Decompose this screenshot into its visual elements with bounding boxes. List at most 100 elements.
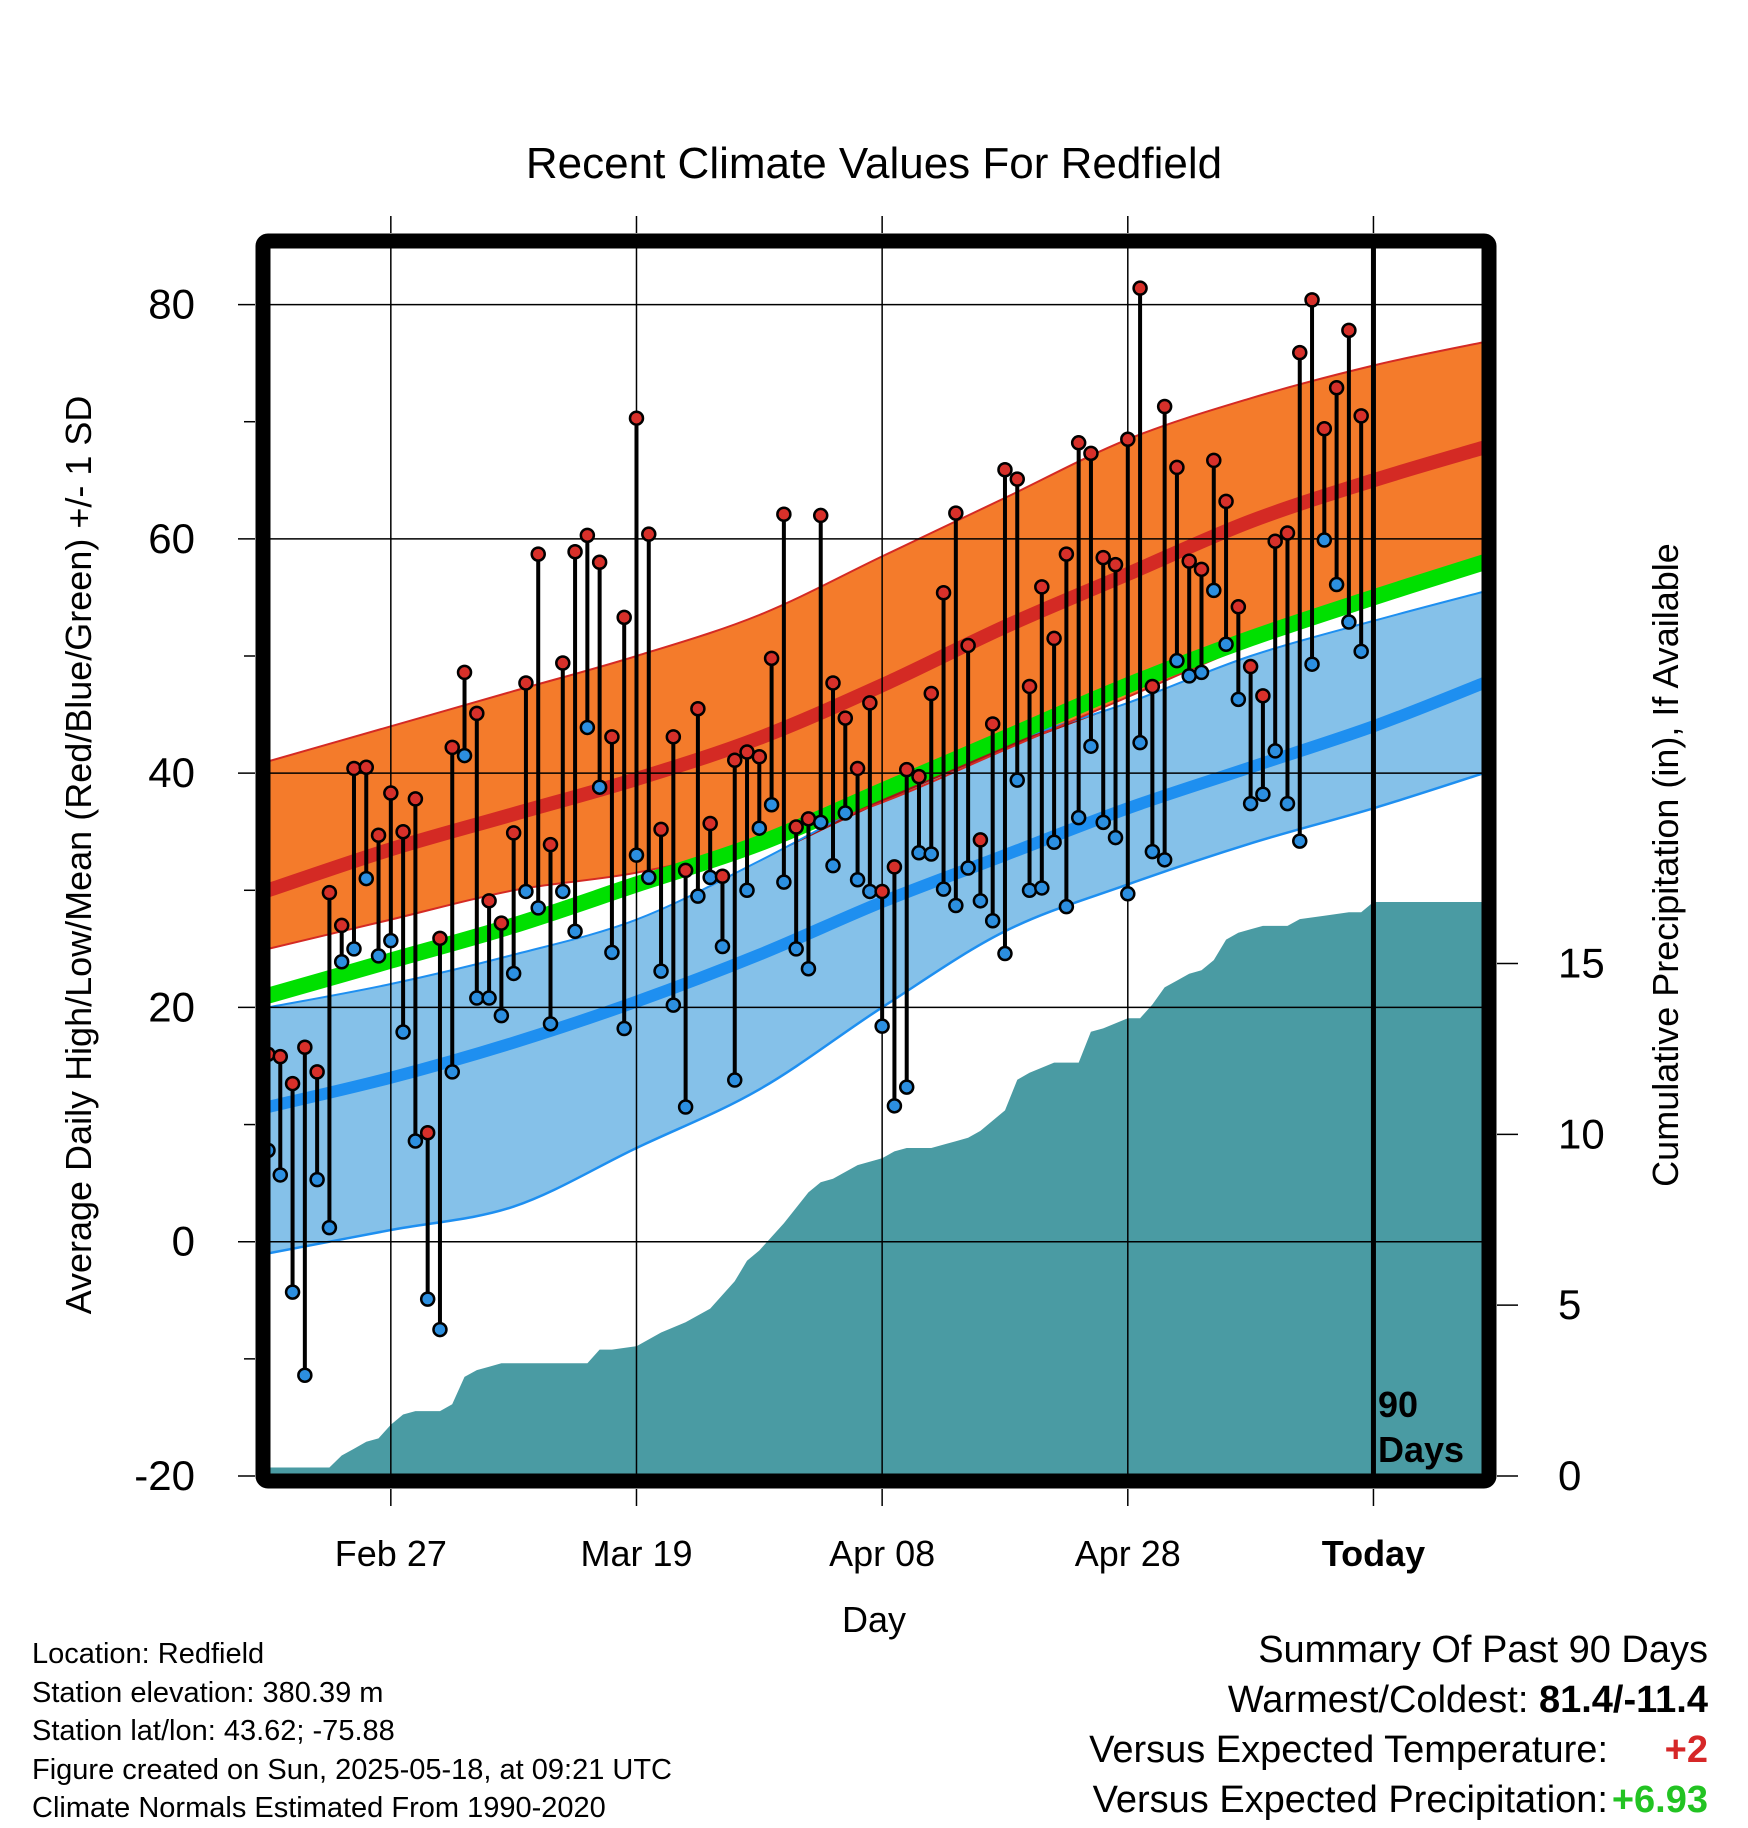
observed-high-point xyxy=(407,791,424,807)
y-left-tick-label: 40 xyxy=(148,749,195,796)
observed-low-point xyxy=(1206,582,1222,599)
observed-high-point xyxy=(837,710,854,726)
observed-high-point xyxy=(898,761,915,778)
observed-low-point xyxy=(1144,843,1161,860)
observed-high-point xyxy=(1046,630,1062,647)
x-axis-label: Day xyxy=(842,1599,906,1640)
observed-low-point xyxy=(591,779,608,795)
observed-low-point xyxy=(739,882,755,899)
y-left-tick-label: 80 xyxy=(148,281,195,328)
observed-high-point xyxy=(481,893,497,909)
observed-low-point xyxy=(800,961,817,977)
axes: -20 0 20 40 60 80 0 5 10 15 Feb 27 Mar 19 Apr 08 Apr … xyxy=(134,216,1605,1574)
observed-low-point xyxy=(395,1024,411,1040)
observed-high-point xyxy=(1021,678,1038,695)
observed-high-point xyxy=(1230,599,1247,615)
precip-vs-expected-value: +6.93 xyxy=(1611,1779,1708,1821)
latlon-text: Station lat/lon: 43.62; -75.88 xyxy=(32,1715,395,1747)
precip-vs-expected-label: Versus Expected Precipitation: xyxy=(1092,1779,1608,1821)
observed-low-point xyxy=(874,1018,890,1034)
x-tick-label: Apr 28 xyxy=(1075,1533,1181,1574)
observed-low-point xyxy=(309,1171,325,1188)
summary-heading: Summary Of Past 90 Days xyxy=(1258,1629,1708,1671)
observed-high-point xyxy=(714,868,731,884)
x-tick-label: Apr 08 xyxy=(829,1533,935,1574)
observed-high-point xyxy=(616,609,632,626)
observed-low-point xyxy=(1267,743,1283,759)
observed-high-point xyxy=(1009,471,1026,487)
observed-low-point xyxy=(1279,795,1296,812)
observed-high-point xyxy=(297,1039,313,1056)
observed-low-point xyxy=(1181,668,1197,684)
observed-high-point xyxy=(677,862,694,879)
y-left-tick-label: 0 xyxy=(172,1218,195,1265)
observed-low-point xyxy=(530,900,546,916)
observed-low-point xyxy=(641,869,657,886)
observed-high-point xyxy=(1353,408,1369,424)
y-right-tick-label: 5 xyxy=(1558,1281,1581,1328)
observed-high-point xyxy=(886,859,903,875)
station-info: Location: Redfield Station elevation: 38… xyxy=(32,1635,672,1828)
observed-low-point xyxy=(1353,643,1369,660)
observed-high-point xyxy=(1070,435,1087,451)
observed-high-point xyxy=(923,685,940,702)
observed-low-point xyxy=(1120,886,1136,902)
temp-vs-expected-value: +2 xyxy=(1664,1729,1708,1771)
x-tick-label: Today xyxy=(1322,1533,1425,1574)
observed-low-point xyxy=(751,820,768,836)
observed-low-point xyxy=(1021,882,1038,899)
y-left-tick-label: 60 xyxy=(148,515,195,562)
observed-low-point xyxy=(604,944,620,961)
observed-high-point xyxy=(1193,561,1210,578)
observed-high-point xyxy=(776,506,792,523)
observed-low-point xyxy=(1292,833,1308,849)
observed-high-point xyxy=(333,917,350,934)
observed-high-point xyxy=(419,1125,436,1141)
observed-low-point xyxy=(1009,772,1026,788)
y-right-tick-label: 0 xyxy=(1558,1452,1581,1499)
observed-low-point xyxy=(726,1072,743,1088)
observed-low-point xyxy=(1328,576,1345,593)
observed-high-point xyxy=(567,543,583,560)
observed-high-point xyxy=(346,760,362,777)
observed-low-point xyxy=(702,869,718,886)
observed-high-point xyxy=(1292,344,1308,361)
observed-low-point xyxy=(690,888,706,904)
observed-low-point xyxy=(1316,532,1333,548)
temp-vs-expected-label: Versus Expected Temperature: xyxy=(1089,1729,1608,1771)
observed-low-point xyxy=(1083,738,1099,754)
y-axis-label-left: Average Daily High/Low/Mean (Red/Blue/Gr… xyxy=(58,396,99,1315)
observed-high-point xyxy=(321,884,338,901)
observed-high-point xyxy=(1107,556,1124,573)
observed-low-point xyxy=(297,1367,313,1384)
observed-high-point xyxy=(1267,533,1283,549)
observed-low-point xyxy=(419,1291,436,1307)
y-left-tick-label: 20 xyxy=(148,983,195,1030)
observed-low-point xyxy=(984,912,1001,929)
observed-high-point xyxy=(948,505,964,521)
observed-low-point xyxy=(837,805,854,821)
observed-low-point xyxy=(456,747,473,764)
observed-low-point xyxy=(714,938,731,955)
observed-high-point xyxy=(726,752,743,769)
observed-high-point xyxy=(383,785,399,801)
observed-high-point xyxy=(1341,322,1357,339)
observed-low-point xyxy=(1230,691,1247,708)
cumulative-precip-area xyxy=(268,902,1484,1476)
observed-high-point xyxy=(444,739,460,756)
observed-low-point xyxy=(677,1099,694,1115)
observed-high-point xyxy=(1144,678,1161,695)
observed-low-point xyxy=(653,963,669,979)
observed-low-point xyxy=(776,874,792,890)
observed-low-point xyxy=(923,846,940,862)
observed-high-point xyxy=(1034,579,1050,595)
observed-high-point xyxy=(591,554,608,571)
observed-high-point xyxy=(272,1048,289,1065)
observed-high-point xyxy=(309,1064,325,1080)
summary-panel: Summary Of Past 90 Days Warmest/Coldest:… xyxy=(1089,1625,1708,1825)
x-tick-label: Mar 19 xyxy=(580,1533,692,1574)
today-days-label: Days xyxy=(1378,1429,1464,1470)
y-right-tick-label: 15 xyxy=(1558,940,1605,987)
observed-high-point xyxy=(690,700,706,717)
